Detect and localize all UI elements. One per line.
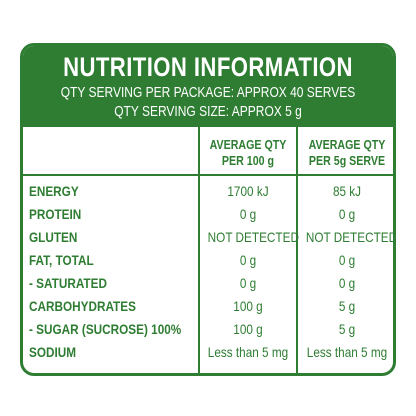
nutrition-header: NUTRITION INFORMATION QTY SERVING PER PA… xyxy=(23,46,393,127)
servings-per-package: QTY SERVING PER PACKAGE: APPROX 40 SERVE… xyxy=(60,84,356,101)
column-header-line: AVERAGE QTY xyxy=(308,137,386,152)
value-per-serve: 0 g xyxy=(338,252,356,268)
row-label: CARBOHYDRATES xyxy=(29,298,136,314)
value-per-serve: NOT DETECTED xyxy=(305,229,396,245)
serving-size: QTY SERVING SIZE: APPROX 5 g xyxy=(114,103,302,120)
table-row: PROTEIN 0 g 0 g xyxy=(23,203,393,225)
value-per-serve: 5 g xyxy=(338,321,356,337)
table-row: - SATURATED 0 g 0 g xyxy=(23,272,393,294)
row-label: FAT, TOTAL xyxy=(29,252,94,268)
value-per-100g: NOT DETECTED xyxy=(207,229,299,245)
row-label: SODIUM xyxy=(29,344,77,360)
column-header-line: PER 100 g xyxy=(221,153,275,168)
value-per-100g: 0 g xyxy=(239,252,257,268)
row-label: PROTEIN xyxy=(29,206,82,222)
value-per-serve: Less than 5 mg xyxy=(306,344,388,360)
header-row-divider xyxy=(23,174,393,176)
panel-title: NUTRITION INFORMATION xyxy=(63,52,353,82)
column-header-line: PER 5g SERVE xyxy=(308,153,386,168)
nutrition-panel: NUTRITION INFORMATION QTY SERVING PER PA… xyxy=(20,43,396,376)
value-per-100g: 100 g xyxy=(233,298,263,314)
value-per-serve: 0 g xyxy=(338,206,356,222)
column-divider xyxy=(296,127,298,373)
value-per-serve: 5 g xyxy=(338,298,356,314)
table-row: FAT, TOTAL 0 g 0 g xyxy=(23,249,393,271)
value-per-100g: Less than 5 mg xyxy=(207,344,289,360)
table-row: ENERGY 1700 kJ 85 kJ xyxy=(23,180,393,202)
table-row: - SUGAR (SUCROSE) 100% 100 g 5 g xyxy=(23,318,393,340)
row-label: GLUTEN xyxy=(29,229,78,245)
table-row: GLUTEN NOT DETECTED NOT DETECTED xyxy=(23,226,393,248)
column-header-line: AVERAGE QTY xyxy=(209,137,287,152)
value-per-serve: 85 kJ xyxy=(332,183,362,199)
row-label: ENERGY xyxy=(29,183,79,199)
value-per-100g: 0 g xyxy=(239,275,257,291)
value-per-100g: 0 g xyxy=(239,206,257,222)
column-header-per-serve: AVERAGE QTY PER 5g SERVE xyxy=(307,137,387,169)
table-row: SODIUM Less than 5 mg Less than 5 mg xyxy=(23,341,393,363)
column-header-per-100g: AVERAGE QTY PER 100 g xyxy=(209,137,288,169)
value-per-100g: 100 g xyxy=(233,321,263,337)
table-row: CARBOHYDRATES 100 g 5 g xyxy=(23,295,393,317)
value-per-100g: 1700 kJ xyxy=(227,183,269,199)
row-label: - SUGAR (SUCROSE) 100% xyxy=(29,321,182,337)
value-per-serve: 0 g xyxy=(338,275,356,291)
row-label: - SATURATED xyxy=(29,275,107,291)
column-divider xyxy=(198,127,200,373)
